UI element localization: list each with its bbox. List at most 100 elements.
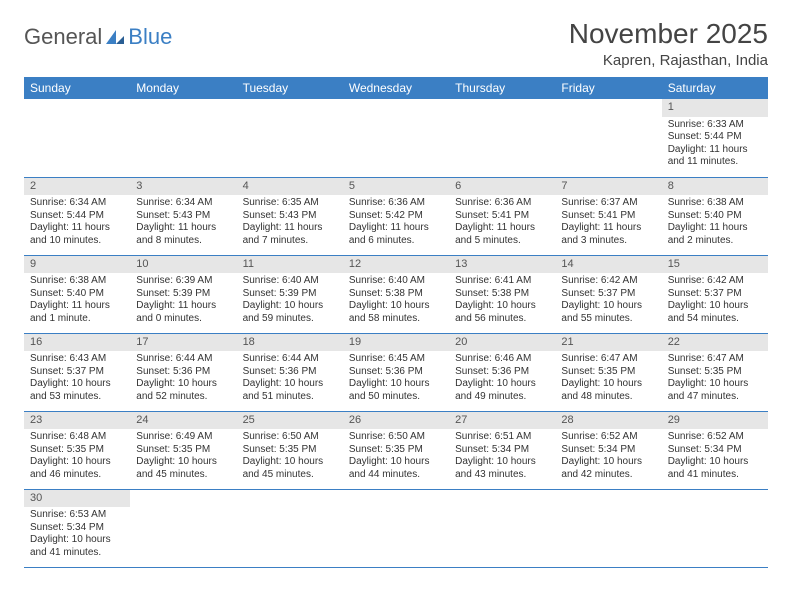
day-number: 8 [662,178,768,196]
day-number: 26 [343,412,449,430]
sunrise-line: Sunrise: 6:51 AM [455,431,549,444]
sunset-line: Sunset: 5:38 PM [349,288,443,301]
calendar-cell: 26Sunrise: 6:50 AMSunset: 5:35 PMDayligh… [343,411,449,489]
logo: General Blue [24,24,172,50]
weekday-header: Tuesday [237,77,343,99]
calendar-cell: 20Sunrise: 6:46 AMSunset: 5:36 PMDayligh… [449,333,555,411]
day-number: 19 [343,334,449,352]
day-number: 16 [24,334,130,352]
sunset-line: Sunset: 5:37 PM [668,288,762,301]
day-number: 28 [555,412,661,430]
calendar-cell: 9Sunrise: 6:38 AMSunset: 5:40 PMDaylight… [24,255,130,333]
day-details: Sunrise: 6:38 AMSunset: 5:40 PMDaylight:… [24,273,130,329]
sunrise-line: Sunrise: 6:35 AM [243,197,337,210]
calendar-cell-empty [449,489,555,567]
calendar-cell: 30Sunrise: 6:53 AMSunset: 5:34 PMDayligh… [24,489,130,567]
calendar-cell-empty [662,489,768,567]
calendar-cell-empty [555,99,661,177]
day-number: 30 [24,490,130,508]
sunrise-line: Sunrise: 6:47 AM [668,353,762,366]
daylight-line: Daylight: 11 hours and 11 minutes. [668,144,762,169]
sunrise-line: Sunrise: 6:48 AM [30,431,124,444]
day-number: 5 [343,178,449,196]
daylight-line: Daylight: 11 hours and 10 minutes. [30,222,124,247]
daylight-line: Daylight: 10 hours and 45 minutes. [243,456,337,481]
logo-sail-icon [104,28,126,46]
sunset-line: Sunset: 5:36 PM [455,366,549,379]
day-number: 18 [237,334,343,352]
day-number: 25 [237,412,343,430]
day-details: Sunrise: 6:50 AMSunset: 5:35 PMDaylight:… [343,429,449,485]
calendar-cell: 14Sunrise: 6:42 AMSunset: 5:37 PMDayligh… [555,255,661,333]
sunrise-line: Sunrise: 6:40 AM [243,275,337,288]
day-number: 7 [555,178,661,196]
calendar-cell-empty [24,99,130,177]
day-details: Sunrise: 6:46 AMSunset: 5:36 PMDaylight:… [449,351,555,407]
calendar-row: 30Sunrise: 6:53 AMSunset: 5:34 PMDayligh… [24,489,768,567]
calendar-cell: 22Sunrise: 6:47 AMSunset: 5:35 PMDayligh… [662,333,768,411]
sunset-line: Sunset: 5:37 PM [30,366,124,379]
day-details: Sunrise: 6:33 AMSunset: 5:44 PMDaylight:… [662,117,768,173]
sunset-line: Sunset: 5:36 PM [349,366,443,379]
calendar-cell: 12Sunrise: 6:40 AMSunset: 5:38 PMDayligh… [343,255,449,333]
daylight-line: Daylight: 11 hours and 3 minutes. [561,222,655,247]
calendar-cell: 29Sunrise: 6:52 AMSunset: 5:34 PMDayligh… [662,411,768,489]
sunset-line: Sunset: 5:40 PM [30,288,124,301]
sunset-line: Sunset: 5:40 PM [668,210,762,223]
calendar-body: 1Sunrise: 6:33 AMSunset: 5:44 PMDaylight… [24,99,768,567]
day-details: Sunrise: 6:42 AMSunset: 5:37 PMDaylight:… [662,273,768,329]
calendar-cell: 8Sunrise: 6:38 AMSunset: 5:40 PMDaylight… [662,177,768,255]
calendar-cell-empty [449,99,555,177]
sunset-line: Sunset: 5:34 PM [455,444,549,457]
sunset-line: Sunset: 5:37 PM [561,288,655,301]
calendar-cell: 25Sunrise: 6:50 AMSunset: 5:35 PMDayligh… [237,411,343,489]
sunset-line: Sunset: 5:44 PM [30,210,124,223]
daylight-line: Daylight: 11 hours and 5 minutes. [455,222,549,247]
daylight-line: Daylight: 10 hours and 56 minutes. [455,300,549,325]
calendar-cell: 2Sunrise: 6:34 AMSunset: 5:44 PMDaylight… [24,177,130,255]
calendar-cell-empty [237,489,343,567]
weekday-header: Thursday [449,77,555,99]
calendar-cell: 6Sunrise: 6:36 AMSunset: 5:41 PMDaylight… [449,177,555,255]
daylight-line: Daylight: 10 hours and 48 minutes. [561,378,655,403]
header: General Blue November 2025 Kapren, Rajas… [24,18,768,69]
day-number: 2 [24,178,130,196]
sunset-line: Sunset: 5:44 PM [668,131,762,144]
day-details: Sunrise: 6:36 AMSunset: 5:42 PMDaylight:… [343,195,449,251]
sunset-line: Sunset: 5:39 PM [136,288,230,301]
calendar-cell: 11Sunrise: 6:40 AMSunset: 5:39 PMDayligh… [237,255,343,333]
weekday-header: Wednesday [343,77,449,99]
daylight-line: Daylight: 10 hours and 59 minutes. [243,300,337,325]
day-details: Sunrise: 6:40 AMSunset: 5:39 PMDaylight:… [237,273,343,329]
daylight-line: Daylight: 10 hours and 51 minutes. [243,378,337,403]
calendar-row: 9Sunrise: 6:38 AMSunset: 5:40 PMDaylight… [24,255,768,333]
day-details: Sunrise: 6:34 AMSunset: 5:43 PMDaylight:… [130,195,236,251]
daylight-line: Daylight: 10 hours and 45 minutes. [136,456,230,481]
day-details: Sunrise: 6:44 AMSunset: 5:36 PMDaylight:… [237,351,343,407]
sunset-line: Sunset: 5:35 PM [243,444,337,457]
day-details: Sunrise: 6:47 AMSunset: 5:35 PMDaylight:… [662,351,768,407]
weekday-header: Monday [130,77,236,99]
day-number: 27 [449,412,555,430]
daylight-line: Daylight: 10 hours and 47 minutes. [668,378,762,403]
daylight-line: Daylight: 11 hours and 1 minute. [30,300,124,325]
sunrise-line: Sunrise: 6:50 AM [349,431,443,444]
sunrise-line: Sunrise: 6:34 AM [136,197,230,210]
calendar-cell: 27Sunrise: 6:51 AMSunset: 5:34 PMDayligh… [449,411,555,489]
calendar-cell: 15Sunrise: 6:42 AMSunset: 5:37 PMDayligh… [662,255,768,333]
logo-text-2: Blue [128,24,172,50]
sunrise-line: Sunrise: 6:33 AM [668,119,762,132]
title-block: November 2025 Kapren, Rajasthan, India [569,18,768,69]
sunrise-line: Sunrise: 6:34 AM [30,197,124,210]
sunrise-line: Sunrise: 6:43 AM [30,353,124,366]
sunset-line: Sunset: 5:36 PM [243,366,337,379]
day-details: Sunrise: 6:34 AMSunset: 5:44 PMDaylight:… [24,195,130,251]
daylight-line: Daylight: 11 hours and 2 minutes. [668,222,762,247]
day-details: Sunrise: 6:44 AMSunset: 5:36 PMDaylight:… [130,351,236,407]
day-number: 9 [24,256,130,274]
day-details: Sunrise: 6:41 AMSunset: 5:38 PMDaylight:… [449,273,555,329]
day-number: 4 [237,178,343,196]
sunrise-line: Sunrise: 6:42 AM [561,275,655,288]
daylight-line: Daylight: 10 hours and 42 minutes. [561,456,655,481]
day-details: Sunrise: 6:38 AMSunset: 5:40 PMDaylight:… [662,195,768,251]
